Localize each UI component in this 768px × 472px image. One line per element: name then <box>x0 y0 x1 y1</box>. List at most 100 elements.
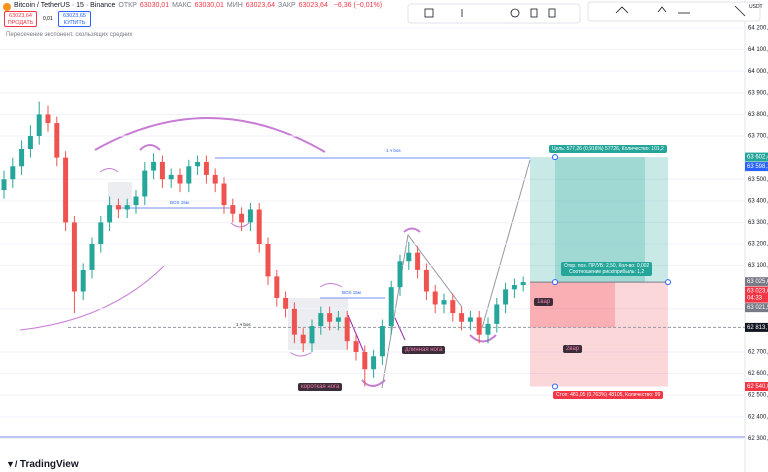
line-label: BOS 15м <box>342 290 361 295</box>
candle-body <box>467 317 473 322</box>
candle-body <box>423 269 429 292</box>
note: 1вар <box>534 298 554 306</box>
logo-text: TradingView <box>19 459 79 470</box>
candle-body <box>159 161 165 180</box>
icon[interactable] <box>734 5 746 17</box>
drawing-toolbar[interactable] <box>587 1 761 22</box>
ohlc-label: МИН <box>226 2 243 9</box>
icon[interactable] <box>657 6 667 13</box>
note: длинная нога <box>402 346 446 354</box>
indicator[interactable]: Пересечение экспонент. скользящих средни… <box>6 32 133 38</box>
price-tag-label: 63 021,5 <box>747 305 768 311</box>
candle-body <box>107 205 113 223</box>
candle-body <box>115 205 121 210</box>
candle-body <box>63 157 69 223</box>
icon[interactable] <box>510 8 520 18</box>
y-tick-label: 64 200,00 <box>748 26 768 32</box>
arc <box>361 379 386 387</box>
candle-body <box>89 244 95 270</box>
y-tick-label: 62 300,00 <box>748 436 768 442</box>
candle-body <box>476 317 482 335</box>
candle-body <box>371 356 377 370</box>
candle-body <box>1 179 7 191</box>
price-tag <box>745 152 768 162</box>
candle-body <box>309 326 315 344</box>
price-axis <box>745 0 768 472</box>
price-tag-time: 04:33 <box>747 296 763 302</box>
price-tag-label: 63 023,64 <box>747 289 768 295</box>
target-zone <box>530 157 668 283</box>
symbol-header: Bitcoin / TetherUS · 15 · Binance ОТКР 630… <box>14 2 385 9</box>
currency: USDT <box>749 4 763 10</box>
y-tick-label: 63 700,00 <box>748 134 768 140</box>
drawing-toolbar[interactable] <box>407 3 581 24</box>
icon[interactable] <box>530 8 538 18</box>
candle-body <box>485 323 491 335</box>
ohlc: ОТКР 63030,01 МАКС 63030,01 МИН 63023,64 ЗАКР 6… <box>118 2 330 9</box>
candle-body <box>406 252 412 262</box>
candle-body <box>335 317 341 322</box>
price-tag-label: 63 025,6 <box>747 279 768 285</box>
zone <box>288 298 348 350</box>
candle-body <box>415 252 421 270</box>
candle-body <box>432 291 438 305</box>
y-tick-label: 62 600,00 <box>748 371 768 377</box>
candle-body <box>80 269 86 292</box>
price-tag-label: 63 598,1 <box>747 164 768 170</box>
candle-body <box>212 174 218 184</box>
candle-body <box>10 166 16 180</box>
ohlc-value: 63030,01 <box>139 2 170 9</box>
icon[interactable] <box>424 8 434 18</box>
candle-body <box>441 300 447 305</box>
y-tick-label: 63 200,00 <box>748 242 768 248</box>
candle-body <box>221 183 227 206</box>
icon[interactable] <box>548 8 556 18</box>
spread: 0,01 <box>43 16 53 22</box>
logo[interactable]: ▼/ TradingView <box>6 459 79 470</box>
price-tag <box>745 322 768 332</box>
candle-body <box>397 261 403 288</box>
y-tick-label: 62 700,00 <box>748 350 768 356</box>
y-tick-label: 63 400,00 <box>748 198 768 204</box>
ohlc-value: 63023,64 <box>245 2 275 9</box>
handle <box>665 279 671 286</box>
note: 2вар <box>563 345 583 353</box>
candle-body <box>151 161 157 171</box>
handle <box>552 154 558 161</box>
sell-price: 63023,64 <box>9 13 32 19</box>
candle-body <box>54 123 60 158</box>
candle-body <box>133 196 139 206</box>
buy-button[interactable]: 63023,65 КУПИТЬ <box>58 11 91 27</box>
buy-price: 63023,65 <box>63 13 86 19</box>
candle-body <box>124 205 130 210</box>
buy-label: КУПИТЬ <box>63 20 86 26</box>
candle-body <box>291 308 297 335</box>
sell-button[interactable]: 63023,64 ПРОДАТЬ <box>4 11 37 27</box>
arc <box>319 283 343 288</box>
line-label: BOS 15м <box>170 200 189 205</box>
candle-body <box>168 174 174 180</box>
y-tick-label: 64 100,00 <box>748 47 768 53</box>
candle-body <box>300 334 306 344</box>
candle-body <box>98 222 104 245</box>
candle-body <box>203 161 209 175</box>
target-zone-inner <box>555 157 645 283</box>
ohlc-label: ЗАКР <box>277 2 296 9</box>
projection <box>381 233 463 389</box>
y-tick-label: 63 800,00 <box>748 112 768 118</box>
target-label: Цель: 577,26 (0,916%) 57726, Количество:… <box>549 145 667 153</box>
zone <box>108 182 132 207</box>
y-tick-label: 64 000,00 <box>748 69 768 75</box>
note: короткая нога <box>298 383 343 391</box>
candle-body <box>230 205 236 214</box>
candle-body <box>318 313 324 327</box>
y-tick-label: 62 400,00 <box>748 414 768 420</box>
icon[interactable] <box>615 6 629 14</box>
candle-body <box>379 326 385 357</box>
candle-body <box>511 285 517 290</box>
info: Откр. поз. ПР/УБ: 2,50, Кол-во: 0,002 <box>564 263 650 269</box>
handle <box>552 279 558 286</box>
price-tag-label: 63 602,49 <box>747 155 768 161</box>
y-tick-label: 63 300,00 <box>748 220 768 226</box>
